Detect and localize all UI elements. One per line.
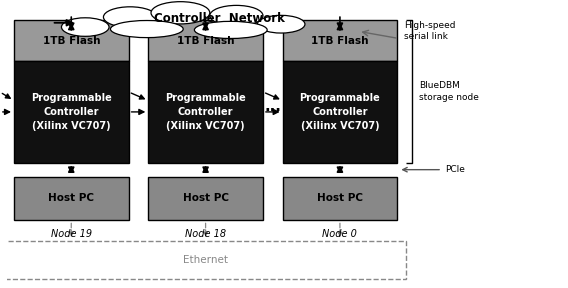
- Text: Controller  Network: Controller Network: [154, 12, 285, 25]
- Text: Host PC: Host PC: [48, 193, 94, 203]
- Ellipse shape: [103, 7, 157, 27]
- FancyBboxPatch shape: [148, 177, 263, 219]
- FancyBboxPatch shape: [148, 61, 263, 162]
- Text: Ethernet: Ethernet: [183, 255, 228, 265]
- Text: Programmable
Controller
(Xilinx VC707): Programmable Controller (Xilinx VC707): [165, 93, 246, 131]
- Ellipse shape: [210, 5, 263, 26]
- Text: High-speed
serial link: High-speed serial link: [404, 21, 456, 41]
- Text: Programmable
Controller
(Xilinx VC707): Programmable Controller (Xilinx VC707): [31, 93, 112, 131]
- Text: Host PC: Host PC: [317, 193, 363, 203]
- Ellipse shape: [151, 2, 210, 24]
- FancyBboxPatch shape: [282, 177, 397, 219]
- Ellipse shape: [257, 15, 305, 33]
- FancyBboxPatch shape: [14, 61, 128, 162]
- Text: 1TB Flash: 1TB Flash: [177, 36, 235, 46]
- FancyBboxPatch shape: [282, 61, 397, 162]
- Text: ...: ...: [264, 99, 281, 114]
- FancyBboxPatch shape: [282, 20, 397, 61]
- Text: 1TB Flash: 1TB Flash: [311, 36, 369, 46]
- Text: Node 19: Node 19: [51, 229, 92, 239]
- FancyBboxPatch shape: [14, 20, 128, 61]
- Text: Programmable
Controller
(Xilinx VC707): Programmable Controller (Xilinx VC707): [299, 93, 381, 131]
- FancyBboxPatch shape: [14, 177, 128, 219]
- Ellipse shape: [61, 18, 109, 36]
- Text: Host PC: Host PC: [182, 193, 228, 203]
- Text: Node 0: Node 0: [323, 229, 357, 239]
- Text: Node 18: Node 18: [185, 229, 226, 239]
- Text: PCIe: PCIe: [445, 165, 465, 174]
- FancyBboxPatch shape: [148, 20, 263, 61]
- Ellipse shape: [194, 21, 267, 39]
- Text: 1TB Flash: 1TB Flash: [43, 36, 100, 46]
- Text: BlueDBM
storage node: BlueDBM storage node: [419, 81, 479, 102]
- Ellipse shape: [110, 20, 183, 38]
